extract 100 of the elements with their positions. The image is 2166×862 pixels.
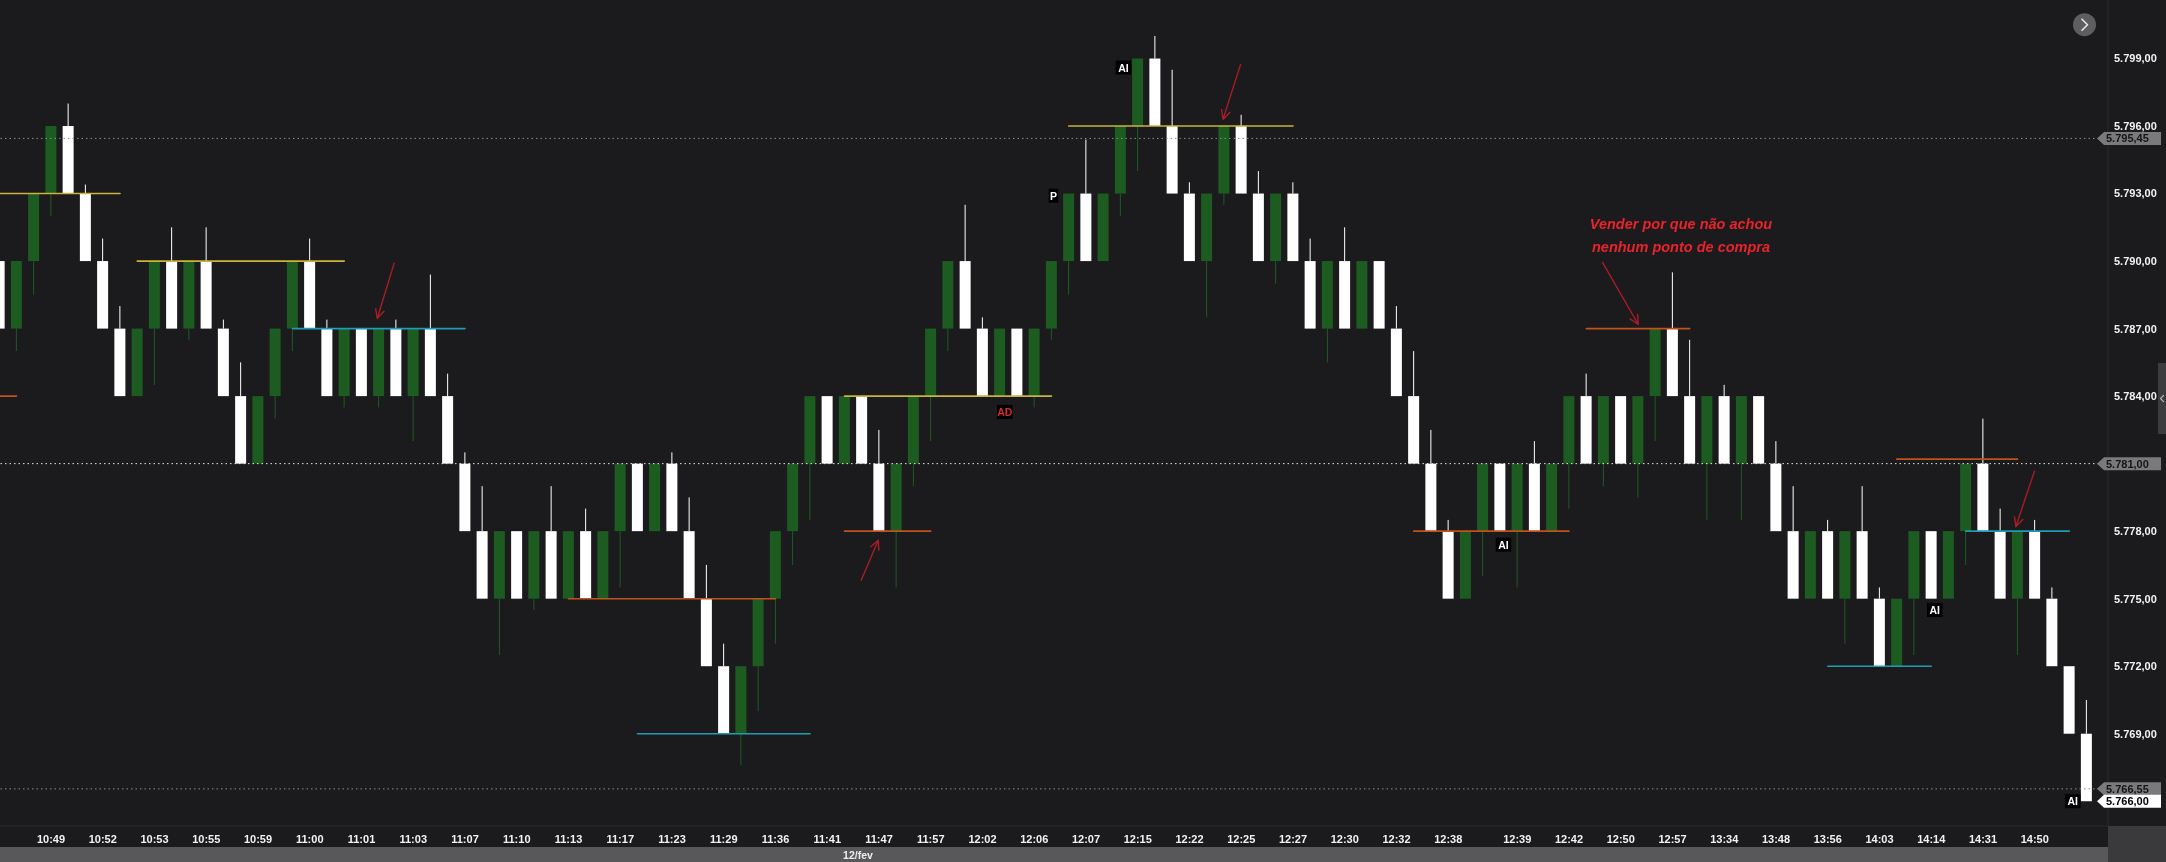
candlestick [804,396,816,521]
x-tick-label: 11:57 [916,832,945,845]
candlestick [1321,261,1333,363]
x-tick-label: 12:27 [1278,832,1308,845]
candlestick [976,316,988,397]
candlestick [666,451,678,532]
candlestick [2063,666,2075,734]
candlestick [1304,238,1316,329]
candlestick [200,226,212,329]
candlestick [1218,126,1230,206]
candlestick [1028,328,1040,408]
x-tick-label: 14:31 [1968,832,1998,845]
ref-line-label: 5.766,55 [2106,782,2149,795]
candlestick [1546,463,1558,532]
candlestick [1839,531,1851,645]
candlestick [1787,485,1799,599]
y-tick-label: 5.799,00 [2114,52,2157,65]
candlestick [183,261,195,341]
candlestick [2046,586,2058,667]
candlestick [235,361,247,464]
candlestick [1408,350,1420,464]
x-tick-label: 12:32 [1382,832,1411,845]
candlestick [424,274,436,397]
x-tick-label: 12:02 [968,832,997,845]
candlestick [1856,485,1868,599]
candlestick [752,598,764,712]
candlestick [373,328,385,408]
candlestick [873,429,885,532]
y-tick-label: 5.790,00 [2114,254,2157,267]
x-tick-label: 11:07 [451,832,479,845]
candlestick [1235,114,1247,194]
candlestick [856,396,868,464]
candlestick [580,508,592,599]
candlestick [2029,519,2041,599]
candlestick [269,328,281,420]
candlestick [1684,339,1696,464]
candlestick [890,463,902,588]
candlestick [1528,440,1540,532]
candlestick [1287,181,1299,262]
candlestick [62,103,74,194]
x-tick-label: 12:42 [1554,832,1584,845]
candlestick [1925,531,1937,599]
x-tick-label: 11:41 [813,832,842,845]
candlestick [1201,193,1213,318]
x-tick-label: 13:48 [1761,832,1791,845]
candlestick [1045,261,1057,341]
candlestick [114,305,126,397]
x-tick-label: 12:39 [1503,832,1532,845]
candlestick [1891,598,1903,667]
candlestick [1373,261,1385,329]
x-tick-label: 11:01 [347,832,376,845]
y-tick-label: 5.775,00 [2114,592,2157,605]
candlestick [528,531,540,611]
candlestick [1270,193,1282,285]
candlestick [821,396,833,464]
candlestick [614,463,626,588]
candlestick [735,666,747,766]
candlestick [1597,396,1609,487]
candlestick [286,261,298,352]
x-tick-label: 11:13 [554,832,583,845]
candlestick [1063,193,1075,296]
candlestick [1649,328,1661,442]
candlestick [925,328,937,442]
x-tick-label: 12:15 [1123,832,1152,845]
y-tick-label: 5.772,00 [2114,660,2157,673]
x-tick-label: 10:59 [243,832,273,845]
y-tick-label: 5.787,00 [2114,322,2157,335]
candlestick [1735,396,1747,521]
x-tick-label: 11:00 [295,832,324,845]
candlestick [148,261,160,386]
x-tick-label: 13:34 [1710,832,1740,845]
candlestick [28,193,40,296]
candlestick [1994,508,2006,599]
candlestick [1873,586,1885,667]
x-tick-label: 12:07 [1071,832,1101,845]
candlestick [1183,181,1195,262]
candlestick [1080,139,1092,262]
candlestick [1132,58,1144,172]
candlestick [1442,519,1454,599]
candlestick [1511,463,1523,588]
candlestick [700,564,712,667]
candlestick [562,531,574,599]
candlestick [545,485,557,599]
y-tick-label: 5.769,00 [2114,727,2157,740]
x-tick-label: 11:03 [399,832,428,845]
x-tick-label: 12:22 [1175,832,1204,845]
candlestick [1356,261,1368,329]
candlestick [718,643,730,734]
candlestick [355,328,367,397]
candlestick [166,226,178,329]
x-tick-label: 12:06 [1020,832,1049,845]
candlestick [97,238,109,329]
candlestick [390,319,402,397]
text: 12/fev [843,849,874,861]
x-tick-label: 10:53 [140,832,169,845]
candlestick [959,204,971,329]
y-tick-label: 5.784,00 [2114,390,2157,403]
candlestick [1477,463,1489,577]
candlestick [1822,519,1834,599]
candlestick [1459,531,1471,599]
